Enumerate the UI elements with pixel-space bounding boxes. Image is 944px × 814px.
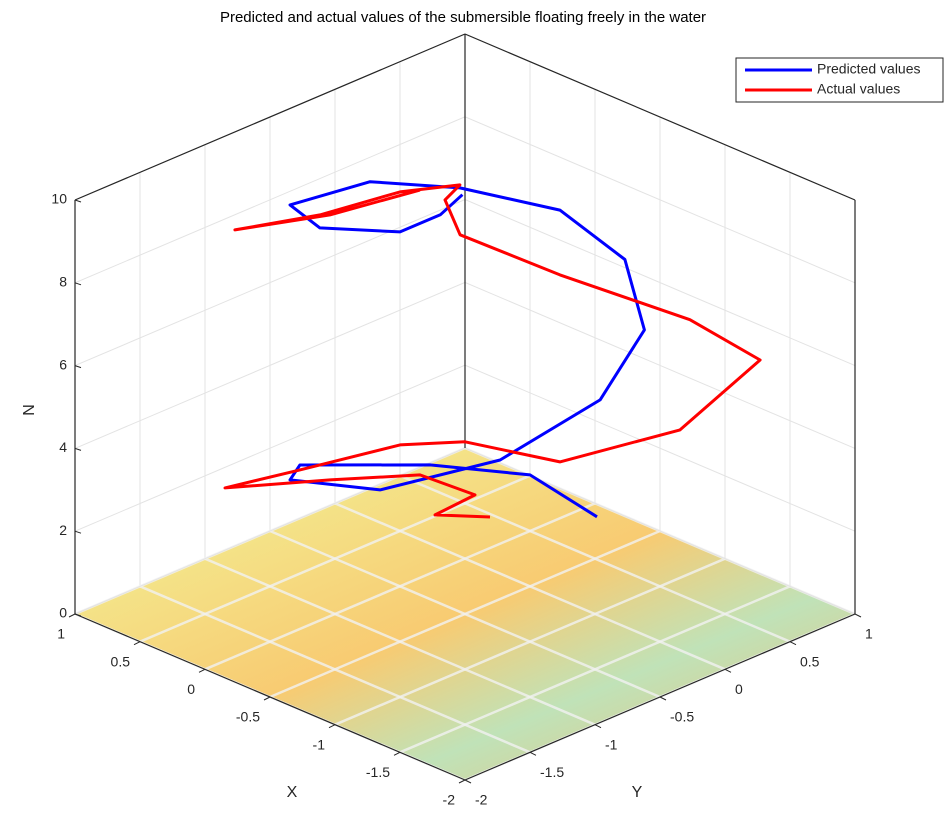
tick-mark bbox=[199, 669, 205, 672]
y-tick-label: -0.5 bbox=[670, 709, 694, 725]
x-tick-label: 1 bbox=[57, 626, 65, 642]
x-tick-label: -0.5 bbox=[236, 709, 260, 725]
tick-mark bbox=[595, 725, 601, 728]
tick-mark bbox=[530, 752, 536, 755]
z-tick-label: 8 bbox=[59, 274, 67, 290]
tick-mark bbox=[134, 642, 140, 645]
chart-title: Predicted and actual values of the subme… bbox=[220, 9, 706, 26]
tick-mark bbox=[725, 669, 731, 672]
y-tick-label: 0 bbox=[735, 681, 743, 697]
z-axis-label: N bbox=[21, 404, 38, 416]
y-tick-label: -1 bbox=[605, 736, 618, 752]
y-tick-label: -1.5 bbox=[540, 764, 564, 780]
tick-mark bbox=[75, 200, 81, 202]
tick-mark bbox=[465, 780, 471, 783]
page: {"chart_data": {"type": "line3d", "title… bbox=[0, 0, 944, 814]
tick-mark bbox=[75, 531, 81, 533]
z-tick-label: 10 bbox=[51, 191, 67, 207]
tick-mark bbox=[69, 614, 75, 617]
x-tick-label: 0.5 bbox=[111, 653, 131, 669]
legend-label: Predicted values bbox=[817, 61, 921, 77]
y-tick-label: -2 bbox=[475, 792, 488, 808]
tick-mark bbox=[855, 614, 861, 617]
y-tick-label: 1 bbox=[865, 626, 873, 642]
legend-label: Actual values bbox=[817, 81, 900, 97]
y-tick-label: 0.5 bbox=[800, 653, 820, 669]
tick-mark bbox=[75, 283, 81, 285]
tick-mark bbox=[459, 780, 465, 783]
tick-mark bbox=[329, 725, 335, 728]
z-tick-label: 0 bbox=[59, 605, 67, 621]
chart: Predicted and actual values of the subme… bbox=[0, 0, 944, 814]
tick-mark bbox=[394, 752, 400, 755]
x-axis-label: X bbox=[287, 784, 298, 801]
y-axis-label: Y bbox=[632, 784, 643, 801]
tick-mark bbox=[75, 366, 81, 368]
tick-mark bbox=[660, 697, 666, 700]
z-tick-label: 2 bbox=[59, 522, 67, 538]
z-tick-label: 6 bbox=[59, 356, 67, 372]
tick-mark bbox=[75, 448, 81, 450]
x-tick-label: 0 bbox=[187, 681, 195, 697]
tick-mark bbox=[790, 642, 796, 645]
x-tick-label: -2 bbox=[443, 792, 456, 808]
tick-mark bbox=[264, 697, 270, 700]
x-tick-label: -1 bbox=[313, 736, 326, 752]
x-tick-label: -1.5 bbox=[366, 764, 390, 780]
z-tick-label: 4 bbox=[59, 439, 67, 455]
